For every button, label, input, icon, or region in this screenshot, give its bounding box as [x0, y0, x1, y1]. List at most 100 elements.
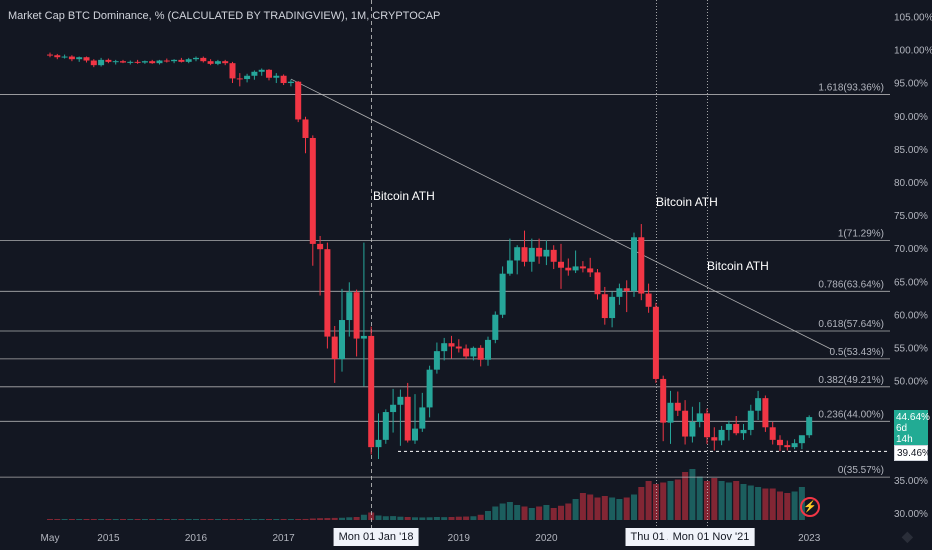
- candle-body: [339, 320, 345, 360]
- volume-bar: [601, 496, 608, 520]
- candle-body: [755, 398, 762, 411]
- candle: [747, 404, 754, 436]
- candle-body: [222, 61, 229, 64]
- candle-body: [163, 60, 170, 62]
- volume-bar: [499, 503, 506, 520]
- volume-bar: [207, 519, 214, 520]
- y-axis-tick-label: 90.00%: [894, 112, 928, 123]
- volume-bar: [558, 505, 564, 520]
- candle: [477, 345, 484, 367]
- fib-level-label: 0.5(53.43%): [830, 347, 884, 358]
- candle-body: [200, 57, 207, 62]
- candle-body: [594, 272, 601, 295]
- volume-bar: [638, 487, 645, 520]
- y-axis-tick-label: 60.00%: [894, 310, 928, 321]
- candle-body: [623, 288, 630, 291]
- fib-level-label: 0(35.57%): [838, 465, 884, 476]
- trend-line: [290, 78, 832, 350]
- candle-body: [127, 61, 134, 63]
- candle: [733, 416, 740, 436]
- candle-body: [68, 56, 75, 60]
- candle: [120, 59, 126, 64]
- candle-body: [251, 71, 258, 76]
- candle: [616, 283, 623, 305]
- candle-body: [652, 306, 659, 379]
- y-axis-tick-label: 50.00%: [894, 377, 928, 388]
- candle-body: [747, 410, 754, 430]
- candle: [470, 346, 477, 361]
- y-axis-tick-label: 80.00%: [894, 178, 928, 189]
- current-price-value: 44.64%: [896, 412, 930, 423]
- candle-body: [704, 413, 710, 438]
- candle-body: [331, 336, 338, 360]
- candle: [324, 242, 331, 349]
- candle: [178, 57, 185, 63]
- candle-body: [287, 81, 294, 84]
- chart-title: Market Cap BTC Dominance, % (CALCULATED …: [8, 10, 441, 22]
- volume-bar: [674, 479, 681, 520]
- candle-body: [419, 407, 426, 429]
- volume-bar: [251, 519, 258, 520]
- candle-body: [236, 78, 243, 80]
- volume-bar: [90, 519, 97, 520]
- candle: [448, 335, 455, 359]
- y-axis-tick-label: 70.00%: [894, 244, 928, 255]
- candle: [98, 57, 105, 67]
- x-axis-tick-label: 2016: [185, 533, 208, 544]
- candle: [105, 58, 112, 64]
- candle: [134, 59, 141, 64]
- candle: [791, 439, 798, 450]
- volume-bar: [455, 516, 462, 520]
- x-axis-tick-label: May: [41, 533, 60, 544]
- volume-bar: [141, 519, 148, 520]
- volume-bar: [339, 517, 345, 520]
- candle-body: [514, 247, 521, 261]
- candle: [667, 390, 674, 444]
- candle-body: [295, 81, 302, 120]
- x-axis-tick-label: 2015: [97, 533, 120, 544]
- candle: [704, 408, 710, 444]
- tradingview-logo-icon[interactable]: ◆: [902, 528, 913, 544]
- fib-level-label: 0.618(57.64%): [818, 319, 884, 330]
- volume-bar: [565, 503, 572, 520]
- volume-bar: [360, 514, 367, 520]
- volume-bar: [236, 519, 243, 520]
- volume-bar: [521, 506, 528, 520]
- candle-body: [346, 292, 353, 321]
- volume-bar: [543, 505, 550, 520]
- volume-bar: [528, 508, 535, 520]
- candle-body: [302, 119, 309, 138]
- candle-body: [207, 61, 214, 64]
- candle-body: [353, 292, 360, 339]
- candle: [156, 59, 163, 65]
- volume-bar: [631, 494, 637, 520]
- flash-icon[interactable]: ⚡: [800, 497, 820, 517]
- candle: [499, 266, 506, 319]
- candle-body: [433, 351, 440, 370]
- candle-body: [521, 247, 528, 262]
- candle: [528, 238, 535, 272]
- volume-bar: [98, 519, 105, 520]
- candle-body: [178, 59, 185, 62]
- volume-bar: [536, 506, 543, 520]
- candle: [689, 406, 696, 443]
- candle-body: [324, 249, 331, 337]
- candle-body: [382, 412, 389, 440]
- candle: [455, 339, 462, 353]
- candle: [54, 53, 61, 60]
- candle-body: [499, 273, 506, 315]
- candle: [214, 59, 221, 66]
- candle-body: [463, 348, 470, 357]
- candle: [631, 232, 637, 297]
- volume-bar: [346, 517, 353, 520]
- candle: [798, 435, 805, 450]
- volume-bar: [784, 493, 791, 520]
- candle: [426, 365, 433, 418]
- candle-body: [536, 247, 543, 257]
- candle-body: [565, 267, 572, 271]
- volume-bar: [368, 512, 375, 520]
- candle-body: [543, 249, 550, 257]
- volume-bar: [200, 519, 207, 520]
- volume-bar: [711, 478, 718, 520]
